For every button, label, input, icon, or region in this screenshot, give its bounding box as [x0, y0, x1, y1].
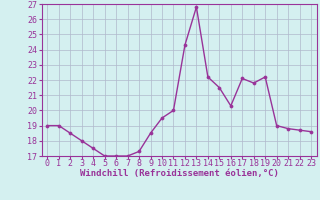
- X-axis label: Windchill (Refroidissement éolien,°C): Windchill (Refroidissement éolien,°C): [80, 169, 279, 178]
